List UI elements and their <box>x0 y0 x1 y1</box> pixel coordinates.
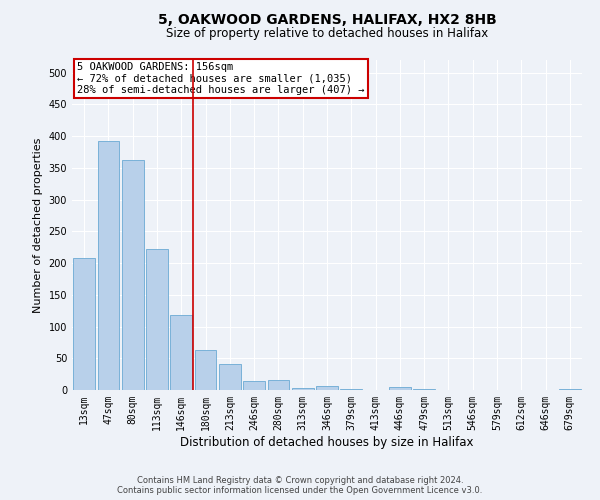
Bar <box>170 315 192 390</box>
Text: 5, OAKWOOD GARDENS, HALIFAX, HX2 8HB: 5, OAKWOOD GARDENS, HALIFAX, HX2 8HB <box>158 12 496 26</box>
Text: 5 OAKWOOD GARDENS: 156sqm
← 72% of detached houses are smaller (1,035)
28% of se: 5 OAKWOOD GARDENS: 156sqm ← 72% of detac… <box>77 62 365 95</box>
Bar <box>97 140 119 390</box>
Bar <box>219 364 241 390</box>
Bar <box>316 386 338 390</box>
Bar <box>73 258 95 390</box>
X-axis label: Distribution of detached houses by size in Halifax: Distribution of detached houses by size … <box>180 436 474 448</box>
Bar <box>146 249 168 390</box>
Bar <box>243 381 265 390</box>
Bar <box>194 350 217 390</box>
Bar <box>268 380 289 390</box>
Bar <box>292 388 314 390</box>
Bar <box>122 160 143 390</box>
Bar <box>389 387 411 390</box>
Text: Size of property relative to detached houses in Halifax: Size of property relative to detached ho… <box>166 28 488 40</box>
Y-axis label: Number of detached properties: Number of detached properties <box>33 138 43 312</box>
Text: Contains HM Land Registry data © Crown copyright and database right 2024.
Contai: Contains HM Land Registry data © Crown c… <box>118 476 482 495</box>
